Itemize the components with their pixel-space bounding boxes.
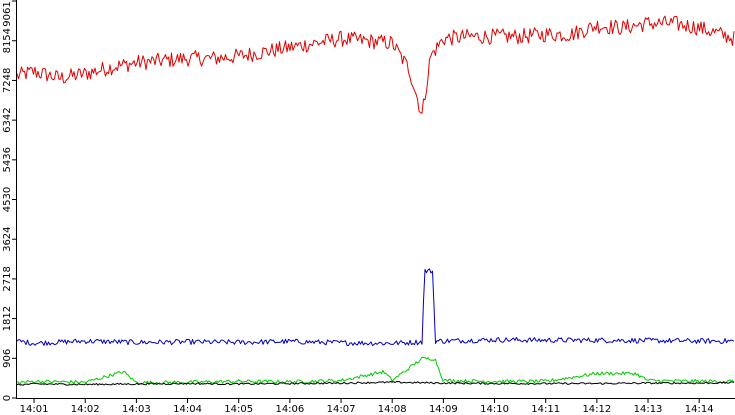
y-tick-label: 906 [2,349,13,368]
series-layer [16,15,735,386]
x-tick-label: 14:13 [634,404,663,415]
series-line-3 [16,356,735,385]
y-tick-label: 0 [2,395,13,401]
y-tick-label: 4530 [2,187,13,212]
x-tick-label: 14:12 [582,404,611,415]
x-tick-label: 14:06 [275,404,304,415]
x-tick-label: 14:09 [429,404,458,415]
series-line-1 [16,15,735,114]
x-tick-label: 14:08 [378,404,407,415]
y-tick-label: 5436 [2,147,13,172]
series-line-2 [16,268,735,347]
x-tick-label: 14:04 [173,404,202,415]
x-tick-label: 14:10 [480,404,509,415]
series-line-4 [16,381,735,386]
x-tick-label: 14:02 [71,404,100,415]
y-tick-layer: 0 906 1812 2718 3624 4530 5436 6342 7248 8154 9061 [2,0,17,401]
x-tick-label: 14:14 [685,404,714,415]
x-tick-label: 14:01 [20,404,49,415]
y-tick-label: 1812 [2,306,13,331]
x-tick-layer: 14:01 14:02 14:03 14:04 14:05 14:06 14:07 14:08… [20,398,714,415]
x-tick-label: 14:07 [327,404,356,415]
y-tick-label: 9061 [2,1,13,26]
x-tick-label: 14:03 [122,404,151,415]
x-tick-label: 14:11 [531,404,560,415]
y-tick-label: 2718 [2,266,13,291]
y-tick-label: 3624 [2,226,13,251]
x-tick-label: 14:05 [224,404,253,415]
y-tick-label: 6342 [2,107,13,132]
y-tick-label: 8154 [2,28,13,53]
y-tick-label: 7248 [2,68,13,93]
